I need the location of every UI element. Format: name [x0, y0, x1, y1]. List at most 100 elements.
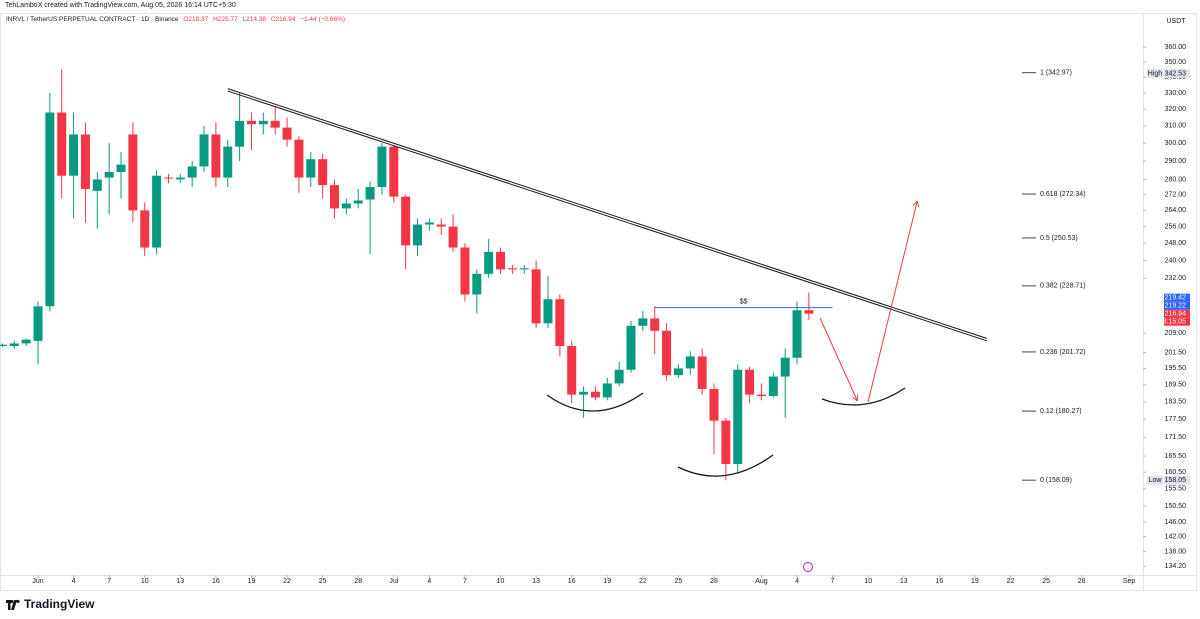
tag-box: [1164, 68, 1190, 78]
candle-body: [57, 112, 67, 176]
candle-body: [745, 369, 755, 395]
y-tick-label: 155.50: [1165, 486, 1187, 493]
y-tick-label: 310.00: [1165, 123, 1187, 130]
candle-body: [436, 224, 446, 227]
price-tag: [1164, 293, 1190, 302]
y-tick-label: 150.50: [1165, 503, 1187, 510]
symbol: INRVL / TetherUS PERPETUAL CONTRACT · 1D…: [6, 16, 179, 23]
candle-body: [756, 394, 766, 397]
candle-body: [294, 139, 304, 178]
y-tick-label: 300.00: [1165, 140, 1187, 147]
x-tick-label: 10: [141, 578, 149, 585]
x-tick-label: 10: [497, 578, 505, 585]
candle-body: [45, 112, 55, 307]
x-tick-label: 25: [319, 578, 327, 585]
candle-body: [140, 210, 150, 248]
y-tick-label: 201.50: [1165, 349, 1187, 356]
candle-body: [69, 134, 79, 176]
price-tag-label: 216.94: [1165, 311, 1187, 318]
candle-body: [341, 203, 351, 209]
projection-arrow: [867, 202, 917, 403]
candle-body: [104, 171, 114, 178]
x-tick-label: Jul: [389, 578, 398, 585]
tag-value: 158.05: [1165, 477, 1187, 484]
pattern-arc: [821, 387, 906, 406]
credit: TehLamboX created with TradingView.com, …: [5, 2, 236, 9]
trendline: [227, 90, 987, 342]
x-tick-label: 13: [532, 578, 540, 585]
x-tick-label: 19: [603, 578, 611, 585]
y-tick-label: 248.00: [1165, 240, 1187, 247]
y-tick-label: 350.00: [1165, 59, 1187, 66]
candle-body: [413, 224, 423, 246]
fib-label: 0.236 (201.72): [1040, 349, 1086, 356]
candle-body: [282, 127, 292, 140]
price-tag-label: 219.42: [1165, 295, 1187, 302]
candle-body: [330, 185, 339, 209]
candle-body: [507, 268, 517, 270]
candle-body: [448, 226, 458, 248]
trendline: [227, 88, 987, 339]
candle-body: [246, 120, 256, 125]
x-tick-label: 22: [283, 578, 291, 585]
candle-body: [9, 343, 19, 347]
ohlc: H225.77: [213, 16, 238, 23]
candle-body: [768, 376, 778, 397]
y-tick-label: 264.00: [1165, 207, 1187, 214]
candle-body: [650, 318, 660, 331]
price-tag: [1164, 301, 1190, 310]
candle-body: [258, 120, 268, 125]
tag-box: [1147, 475, 1163, 485]
candle-body: [555, 299, 565, 347]
candle-body: [543, 299, 553, 324]
candle-body: [590, 391, 600, 398]
candle-body: [389, 146, 399, 197]
event-icon[interactable]: [803, 562, 813, 572]
candle-body: [163, 177, 173, 179]
candle-body: [673, 368, 683, 376]
panel-border: [0, 13, 1197, 591]
y-tick-label: 171.50: [1165, 434, 1187, 441]
candle-body: [697, 356, 707, 389]
y-tick-label: 232.00: [1165, 275, 1187, 282]
tag-value: 342.53: [1165, 70, 1187, 77]
fib-label: 0.618 (272.34): [1040, 191, 1086, 198]
candle-body: [353, 200, 363, 204]
candle-body: [519, 268, 529, 270]
y-tick-label: 183.50: [1165, 399, 1187, 406]
candle-body: [721, 420, 731, 465]
x-tick-label: 16: [568, 578, 576, 585]
candle-body: [780, 357, 790, 377]
candle-body: [235, 120, 245, 147]
x-tick-label: Jun: [32, 578, 43, 585]
x-tick-label: 19: [971, 578, 979, 585]
candle-body: [33, 306, 43, 341]
y-tick-label: 177.50: [1165, 416, 1187, 423]
x-tick-label: 13: [176, 578, 184, 585]
x-tick-label: 13: [900, 578, 908, 585]
y-tick-label: 142.00: [1165, 533, 1187, 540]
ohlc: L214.38: [242, 16, 267, 23]
candle-body: [152, 175, 162, 248]
candle-body: [199, 134, 209, 167]
candle-body: [685, 356, 695, 369]
price-tag-label: 219.22: [1165, 303, 1187, 310]
candle-body: [270, 120, 280, 128]
x-tick-label: 4: [427, 578, 431, 585]
candle-body: [626, 325, 636, 370]
fib-label: 1 (342.97): [1040, 70, 1072, 77]
x-tick-label: 16: [935, 578, 943, 585]
fib-label: 0.5 (250.53): [1040, 235, 1078, 242]
level-label: $$: [740, 299, 748, 306]
candle-body: [80, 134, 90, 189]
tag-name: Low: [1149, 477, 1163, 484]
x-tick-label: 25: [675, 578, 683, 585]
symbol-legend: INRVL / TetherUS PERPETUAL CONTRACT · 1D…: [6, 16, 348, 23]
x-tick-label: 7: [107, 578, 111, 585]
candle-body: [567, 346, 577, 395]
candle-body: [733, 369, 743, 465]
tag-box: [1164, 475, 1190, 485]
y-tick-label: 138.00: [1165, 548, 1187, 555]
x-tick-label: Sep: [1123, 578, 1136, 585]
